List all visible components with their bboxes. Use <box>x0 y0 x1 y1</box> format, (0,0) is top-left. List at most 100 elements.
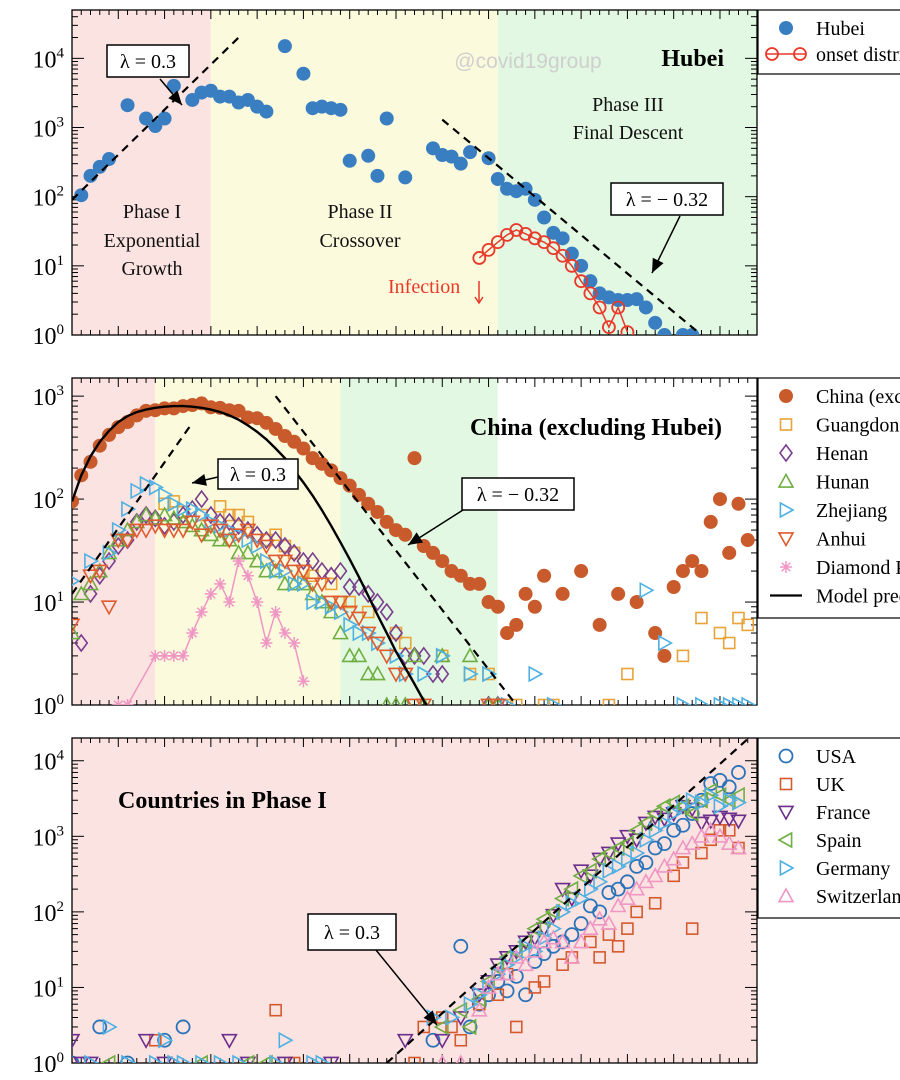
data-point <box>544 929 562 945</box>
data-point <box>445 1009 461 1026</box>
data-point <box>378 649 396 665</box>
data-point <box>592 904 608 920</box>
data-point <box>657 328 672 335</box>
data-point <box>230 528 247 544</box>
data-point <box>175 1019 191 1035</box>
data-point <box>517 935 534 951</box>
data-point <box>102 544 118 562</box>
watermark: @covid19group <box>454 50 601 73</box>
data-point <box>72 585 90 601</box>
data-point <box>84 1054 100 1063</box>
data-point <box>730 839 747 855</box>
y-tick-label: 102 <box>33 486 65 514</box>
y-ticks <box>72 737 757 1064</box>
data-point <box>732 611 745 625</box>
data-point <box>148 478 164 496</box>
data-point <box>239 1054 255 1063</box>
legend-swatch <box>779 859 795 877</box>
data-point <box>609 839 625 857</box>
data-point <box>183 515 201 531</box>
fit-line <box>72 422 194 595</box>
legend-box <box>757 377 900 619</box>
legend-swatch <box>779 777 793 791</box>
data-point <box>72 1056 90 1063</box>
y-tick-label: 104 <box>33 45 65 73</box>
data-point <box>417 665 433 683</box>
phase-label: Crossover <box>319 230 400 252</box>
data-point <box>435 664 450 684</box>
fit-arrow <box>375 949 438 1026</box>
data-point <box>602 862 618 880</box>
data-point <box>621 922 634 935</box>
data-point <box>470 1001 488 1017</box>
data-point <box>370 504 385 519</box>
data-point <box>556 903 572 921</box>
data-point <box>546 241 561 256</box>
data-point <box>426 545 441 560</box>
data-point <box>481 242 496 257</box>
data-point <box>406 698 423 705</box>
data-point <box>174 523 192 539</box>
chart-panel-1: Phase I Exponential Growth Phase II Crossove… <box>33 9 758 350</box>
phase-band <box>210 10 498 335</box>
data-point <box>621 850 637 868</box>
data-point <box>396 1033 414 1049</box>
data-point <box>572 933 590 949</box>
data-point <box>287 575 303 593</box>
data-point <box>391 696 401 705</box>
y-tick-label: 100 <box>33 692 65 720</box>
data-point <box>740 533 755 548</box>
data-point <box>313 577 331 593</box>
legend-label: Model prediction <box>816 586 900 608</box>
data-point <box>675 817 691 833</box>
data-point <box>563 880 579 898</box>
data-point <box>648 315 663 330</box>
data-point <box>102 1018 118 1036</box>
data-point <box>83 584 98 604</box>
data-point <box>333 102 348 117</box>
data-point <box>480 978 497 994</box>
phase-label: Growth <box>121 258 182 280</box>
data-point <box>593 873 609 891</box>
data-point <box>667 869 680 883</box>
data-point <box>111 536 126 556</box>
y-tick-label: 103 <box>33 115 65 143</box>
data-point <box>574 890 590 907</box>
data-point <box>322 595 340 611</box>
data-point <box>400 696 411 705</box>
series-diamond-princess <box>112 555 310 705</box>
data-point <box>361 148 376 163</box>
data-point <box>711 827 729 843</box>
data-point <box>482 665 498 683</box>
data-point <box>130 482 146 500</box>
data-point <box>214 577 227 590</box>
data-point <box>630 905 643 919</box>
data-point <box>148 509 163 528</box>
data-point <box>221 533 238 549</box>
y-tick-label: 101 <box>33 253 65 281</box>
data-point <box>453 938 469 954</box>
data-point <box>665 807 683 823</box>
data-point <box>91 564 109 580</box>
phase-label: Phase III <box>592 94 664 116</box>
data-point <box>232 508 245 522</box>
data-point <box>213 1054 229 1063</box>
data-point <box>407 451 422 466</box>
legend-label: onset distribution <box>816 44 900 66</box>
data-point <box>510 698 523 705</box>
data-point <box>555 248 570 263</box>
data-point <box>84 552 100 570</box>
data-point <box>500 626 515 641</box>
data-point <box>489 698 507 705</box>
data-point <box>408 1056 421 1063</box>
data-point <box>611 940 625 953</box>
arrowhead <box>408 532 424 545</box>
legend-label: Henan <box>816 443 868 465</box>
data-point <box>204 587 217 600</box>
data-point <box>741 618 755 632</box>
data-point <box>304 577 322 593</box>
data-point <box>455 1054 466 1063</box>
data-point <box>676 649 690 663</box>
data-point <box>425 1032 441 1048</box>
data-point <box>592 300 607 315</box>
